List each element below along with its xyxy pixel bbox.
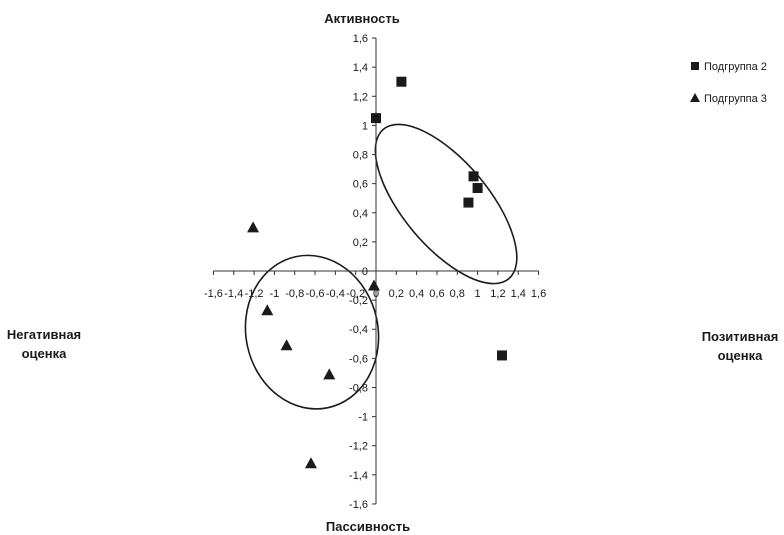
x-tick-label: 1,6: [531, 288, 546, 300]
data-point-triangle: [261, 304, 274, 316]
y-tick-label: 0,6: [353, 179, 368, 191]
pole-label-bottom: Пассивность: [326, 519, 410, 534]
y-tick-label: -1,4: [349, 470, 368, 482]
x-tick-label: 1: [475, 288, 481, 300]
y-tick-label: 1,2: [353, 91, 368, 103]
data-point-square: [472, 183, 483, 194]
legend: Подгруппа 2 Подгруппа 3: [690, 61, 767, 105]
y-tick-label: -0,6: [349, 353, 368, 365]
data-point-triangle: [247, 221, 260, 233]
y-tick-label: 0: [362, 266, 368, 278]
x-tick-label: 0: [373, 288, 379, 300]
y-tick-label: -0,4: [349, 324, 368, 336]
data-point-square: [396, 76, 407, 87]
y-tick-label: 1: [362, 120, 368, 132]
x-tick-label: 0,2: [389, 288, 404, 300]
data-point-triangle: [280, 339, 293, 351]
y-tick-label: -1: [358, 412, 368, 424]
pole-label-top: Активность: [324, 11, 399, 26]
x-tick-label: -1,2: [245, 288, 264, 300]
x-tick-label: -0,8: [285, 288, 304, 300]
y-tick-label: 1,4: [353, 62, 368, 74]
x-tick-label: 0,6: [429, 288, 444, 300]
data-point-triangle: [367, 279, 380, 291]
y-tick-label: 0,4: [353, 208, 368, 220]
pole-label-right-line2: оценка: [718, 348, 764, 363]
cluster-ellipses: [244, 123, 518, 410]
x-tick-label: 1,4: [511, 288, 526, 300]
y-tick-label: 0,2: [353, 237, 368, 249]
legend-label-series-1: Подгруппа 2: [704, 61, 767, 73]
data-point-square: [468, 171, 479, 182]
cluster-ellipse-2: [244, 254, 380, 410]
data-point-square: [496, 350, 507, 361]
data-point-square: [463, 197, 474, 208]
pole-label-left-line1: Негативная: [7, 327, 81, 342]
x-tick-label: -1,4: [224, 288, 243, 300]
y-tick-label: -1,2: [349, 441, 368, 453]
axes: [212, 37, 540, 505]
x-tick-label: 1,2: [490, 288, 505, 300]
y-tick-label: 0,8: [353, 150, 368, 162]
pole-label-left-line2: оценка: [22, 346, 68, 361]
y-tick-label: 1,6: [353, 33, 368, 45]
x-tick-label: -1: [270, 288, 280, 300]
y-tick-label: -0,8: [349, 382, 368, 394]
data-point-square: [371, 113, 381, 124]
data-point-triangle: [304, 457, 317, 469]
x-tick-label: -0,2: [346, 288, 365, 300]
x-tick-label: -0,6: [306, 288, 325, 300]
pole-label-right-line1: Позитивная: [702, 329, 779, 344]
data-point-triangle: [323, 368, 336, 380]
x-tick-label: -1,6: [204, 288, 223, 300]
legend-marker-triangle: [690, 93, 700, 102]
data-points: [247, 76, 507, 469]
tick-labels: -1,6 -1,4 -1,2 -1 -0,8 -0,6 -0,4 -0,2 0 0,2 0,4 0,6…: [204, 33, 546, 511]
y-tick-label: -1,6: [349, 499, 368, 511]
cluster-ellipse-1: [374, 123, 518, 285]
x-tick-label: 0,4: [409, 288, 424, 300]
x-tick-label: 0,8: [450, 288, 465, 300]
legend-label-series-2: Подгруппа 3: [704, 93, 767, 105]
x-tick-label: -0,4: [326, 288, 345, 300]
legend-marker-square: [691, 62, 699, 70]
y-tick-label: -0,2: [349, 295, 368, 307]
